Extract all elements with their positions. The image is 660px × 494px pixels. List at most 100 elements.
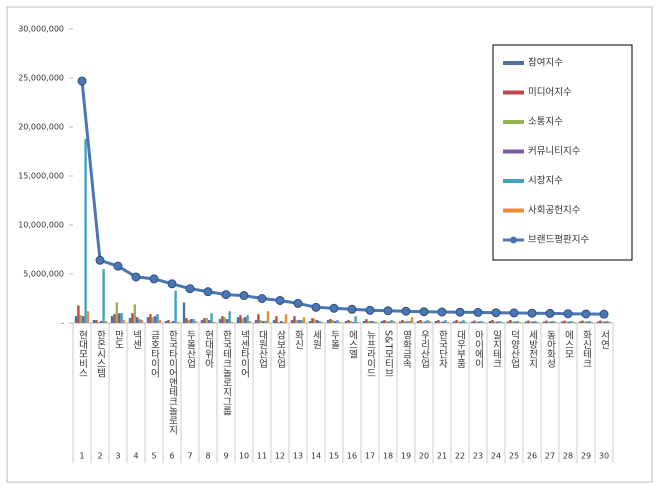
line-marker	[455, 307, 465, 317]
bar	[82, 316, 85, 323]
bar	[77, 305, 80, 323]
bar	[500, 322, 504, 323]
legend-swatch-marker	[510, 236, 517, 244]
x-tick-label: 화신테크	[581, 330, 592, 368]
legend-swatch	[503, 179, 524, 183]
bar	[362, 321, 366, 323]
line-marker	[257, 294, 267, 303]
bar	[460, 321, 463, 323]
bar	[560, 321, 564, 323]
legend-label: 미디어지수	[528, 87, 572, 98]
bar	[488, 321, 492, 323]
x-tick-number: 21	[437, 452, 447, 461]
line-marker	[149, 274, 159, 284]
x-tick-number: 28	[563, 452, 573, 461]
bar	[113, 314, 116, 323]
bar	[388, 321, 391, 323]
legend-label: 사회공헌지수	[528, 205, 581, 216]
line-marker	[509, 308, 519, 318]
bar	[444, 320, 447, 323]
bar	[133, 304, 136, 323]
x-tick-number: 14	[311, 452, 321, 461]
bar	[493, 321, 496, 323]
bar	[518, 322, 522, 323]
bar	[506, 321, 510, 323]
bar	[128, 318, 132, 323]
x-tick-label: 넥센타이어	[239, 330, 250, 378]
bar	[491, 320, 494, 323]
bar	[570, 321, 573, 323]
bar	[604, 321, 607, 323]
bar	[370, 321, 373, 323]
bar	[496, 321, 499, 323]
bar	[419, 320, 422, 323]
bar	[547, 321, 550, 323]
bar	[516, 321, 519, 323]
x-tick-label: 우리산업	[419, 330, 430, 368]
bar	[509, 320, 512, 323]
bar	[334, 321, 337, 323]
x-tick-number: 9	[223, 452, 228, 461]
bar	[97, 322, 100, 323]
x-tick-label: 두올산업	[185, 330, 196, 368]
bar	[174, 290, 177, 323]
bar	[208, 320, 211, 323]
bar	[464, 322, 468, 323]
bar	[282, 322, 285, 323]
legend-label: 브랜드평판지수	[528, 235, 589, 246]
line-marker	[329, 303, 339, 313]
bar	[352, 322, 355, 323]
x-tick-number: 27	[545, 452, 555, 461]
x-tick-number: 8	[205, 452, 210, 461]
bar	[164, 321, 168, 323]
x-tick-label: 넥센	[131, 330, 142, 349]
bar	[218, 319, 222, 323]
bar	[182, 302, 186, 323]
bar	[554, 322, 558, 323]
x-tick-label: 에스모	[563, 330, 574, 359]
y-tick-label: 30,000,000	[18, 25, 64, 34]
bar	[608, 322, 612, 323]
x-tick-number: 13	[293, 452, 303, 461]
bar	[410, 317, 414, 323]
bar	[473, 320, 476, 323]
x-tick-number: 6	[169, 452, 174, 461]
bar	[131, 313, 134, 323]
bar	[563, 320, 566, 323]
bar	[527, 320, 530, 323]
line-marker	[491, 308, 501, 318]
bar	[374, 322, 378, 323]
bar	[344, 321, 348, 323]
legend-label: 시장지수	[528, 176, 563, 187]
bar	[167, 320, 170, 323]
bar	[136, 317, 139, 323]
x-tick-number: 11	[257, 452, 267, 461]
x-tick-label: 대원산업	[257, 330, 268, 368]
bar	[311, 318, 314, 323]
bar	[223, 317, 226, 323]
bar	[545, 320, 548, 323]
bar	[462, 320, 465, 323]
bar	[338, 322, 342, 323]
bar	[480, 321, 483, 323]
x-tick-label: 화신	[293, 330, 304, 349]
bar	[588, 321, 591, 323]
bar	[295, 320, 298, 323]
bar	[390, 320, 393, 323]
bar	[470, 321, 474, 323]
bar	[156, 314, 159, 323]
bar	[210, 313, 213, 323]
bar	[300, 320, 303, 323]
bar	[79, 315, 82, 323]
bar	[172, 321, 175, 323]
bar	[308, 321, 312, 323]
x-tick-label: 아이에이	[473, 330, 484, 369]
bar	[74, 316, 78, 323]
bar	[194, 321, 198, 323]
x-tick-number: 5	[151, 452, 156, 461]
bar	[257, 314, 260, 323]
bar	[478, 321, 481, 323]
bar	[228, 311, 231, 323]
bar	[203, 318, 206, 323]
bar	[442, 321, 445, 323]
